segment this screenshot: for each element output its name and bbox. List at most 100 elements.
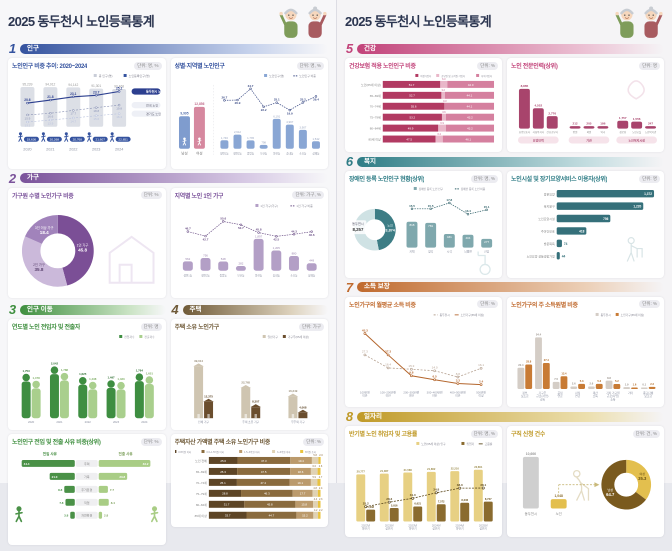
- svg-text:2.8: 2.8: [104, 514, 108, 518]
- svg-text:13.9: 13.9: [47, 121, 53, 125]
- svg-text:4.4: 4.4: [313, 498, 317, 501]
- svg-text:53.2: 53.2: [410, 116, 416, 120]
- section-number: 7: [345, 280, 354, 295]
- svg-text:8.8: 8.8: [607, 376, 611, 380]
- svg-text:35.3: 35.3: [638, 476, 647, 481]
- svg-text:22,216: 22,216: [451, 467, 460, 471]
- section-title-bar: 주택: [183, 305, 329, 315]
- unit-badge: 단위: %: [639, 300, 660, 308]
- unit-badge: 단위: 명, %: [134, 62, 161, 70]
- svg-text:19.9: 19.9: [286, 111, 292, 115]
- svg-text:26.9: 26.9: [234, 101, 240, 105]
- svg-text:12,375: 12,375: [204, 395, 213, 399]
- svg-text:2.6: 2.6: [590, 382, 594, 386]
- svg-text:연금: 연금: [557, 394, 563, 398]
- svg-text:연금: 연금: [575, 394, 581, 398]
- svg-text:28.3: 28.3: [386, 497, 392, 501]
- svg-text:3.2: 3.2: [441, 89, 445, 92]
- svg-text:지역가입자: 지역가입자: [481, 74, 493, 78]
- svg-text:이상: 이상: [479, 394, 485, 398]
- panel-single-household-by-region: 지역별 노인 1인 가구 단위: 가구, % 1인 가구(가구)1인 가구 비중…: [171, 188, 329, 299]
- unit-badge: 단위: 명, %: [471, 175, 498, 183]
- svg-text:28.8: 28.8: [222, 492, 228, 496]
- svg-text:5.3: 5.3: [597, 379, 601, 383]
- svg-text:노인(65세 이상) 인구: 노인(65세 이상) 인구: [421, 442, 446, 446]
- svg-text:8.8: 8.8: [58, 488, 62, 492]
- svg-text:5.3: 5.3: [580, 379, 584, 383]
- svg-text:소득: 소득: [540, 397, 546, 401]
- svg-text:15.1: 15.1: [484, 205, 490, 209]
- svg-text:가족: 가족: [84, 474, 90, 479]
- svg-text:27.4: 27.4: [544, 358, 550, 362]
- svg-text:2023: 2023: [113, 421, 120, 425]
- svg-text:42.7: 42.7: [202, 237, 208, 241]
- svg-text:생연1동: 생연1동: [220, 152, 229, 156]
- svg-text:22,851: 22,851: [118, 137, 128, 141]
- svg-text:47.5: 47.5: [260, 470, 266, 474]
- svg-text:25.2: 25.2: [299, 97, 305, 101]
- svg-text:13.1: 13.1: [25, 123, 31, 127]
- unit-badge: 단위: %: [141, 438, 162, 446]
- svg-text:20,268: 20,268: [50, 137, 60, 141]
- svg-text:동두천시: 동두천시: [352, 222, 364, 227]
- panel-title: 주택 소유 노인가구: [175, 322, 220, 331]
- svg-text:205: 205: [586, 121, 591, 125]
- svg-text:55.6: 55.6: [411, 105, 417, 109]
- svg-text:노인인구(명): 노인인구(명): [269, 73, 284, 78]
- svg-text:여성: 여성: [196, 151, 202, 156]
- svg-text:8.4: 8.4: [111, 501, 115, 505]
- panel-title: 노인인구 전입 및 전출 사유 비중(상위): [12, 437, 101, 446]
- svg-text:756: 756: [603, 218, 609, 222]
- svg-text:94,142: 94,142: [68, 83, 78, 87]
- svg-text:15.9: 15.9: [25, 116, 31, 120]
- svg-text:하반기: 하반기: [362, 527, 370, 531]
- svg-text:1,788: 1,788: [61, 368, 69, 372]
- svg-text:미만: 미만: [386, 394, 392, 398]
- svg-text:35.8: 35.8: [34, 267, 43, 272]
- svg-text:생연1동: 생연1동: [183, 273, 192, 277]
- svg-text:2024: 2024: [115, 148, 123, 152]
- svg-text:동두천시 노인: 동두천시 노인: [146, 89, 161, 94]
- svg-text:25.8: 25.8: [526, 360, 532, 364]
- svg-text:21,586: 21,586: [404, 468, 413, 472]
- svg-text:취업자: 취업자: [466, 442, 474, 446]
- svg-text:1,372: 1,372: [644, 193, 652, 197]
- svg-text:65~69세: 65~69세: [195, 469, 206, 474]
- panel-title: 반기별 노인 취업자 및 고용률: [349, 429, 417, 438]
- svg-text:16,249: 16,249: [288, 389, 297, 393]
- unit-badge: 단위: 가구, %: [292, 191, 324, 199]
- svg-text:95,239: 95,239: [22, 82, 32, 86]
- section-title: 주택: [190, 306, 202, 313]
- section-title: 가구: [27, 174, 39, 181]
- svg-text:기관: 기관: [586, 137, 592, 142]
- svg-text:29.4: 29.4: [313, 98, 319, 102]
- svg-text:미만: 미만: [362, 394, 368, 398]
- svg-text:25.1: 25.1: [273, 98, 279, 102]
- section-title-bar: 인구 이동: [20, 305, 166, 315]
- svg-text:4,552: 4,552: [534, 103, 542, 107]
- svg-text:0.1: 0.1: [642, 383, 646, 387]
- section-number: 3: [8, 302, 17, 317]
- svg-text:16.1: 16.1: [478, 363, 484, 367]
- svg-text:전입자수: 전입자수: [124, 335, 135, 339]
- svg-text:2.4: 2.4: [479, 379, 484, 383]
- svg-text:23.1: 23.1: [70, 92, 77, 96]
- svg-text:47.3: 47.3: [261, 459, 267, 463]
- svg-text:25.6: 25.6: [220, 459, 226, 463]
- svg-text:4,997: 4,997: [286, 120, 293, 124]
- svg-text:14.0: 14.0: [432, 365, 438, 369]
- svg-text:21.8: 21.8: [47, 95, 54, 99]
- svg-text:상반기: 상반기: [385, 527, 393, 531]
- svg-text:15.3: 15.3: [408, 364, 414, 368]
- svg-text:1,746: 1,746: [220, 136, 227, 140]
- svg-text:사회복지사: 사회복지사: [533, 130, 545, 134]
- unit-badge: 단위: 명, %: [471, 430, 498, 438]
- panel-title: 연도별 노인 전입자 및 전출자: [12, 322, 80, 331]
- svg-text:6.0: 6.0: [312, 465, 316, 468]
